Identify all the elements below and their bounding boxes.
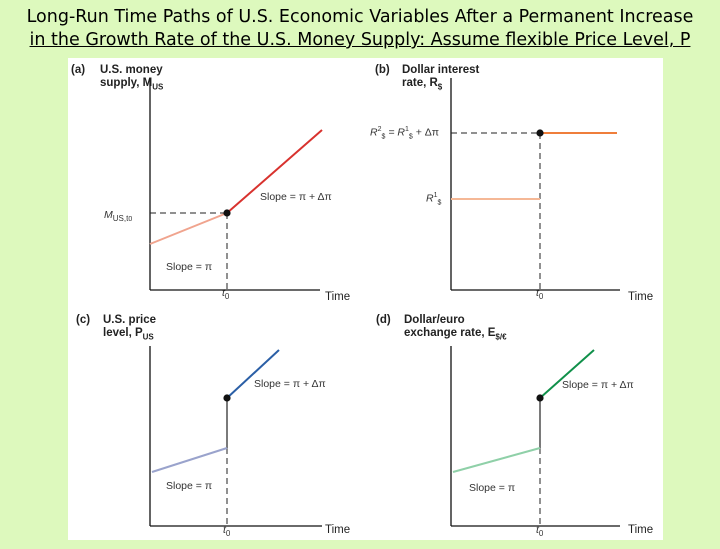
panel-c-t0: t0 <box>223 524 230 538</box>
panel-a-slope-after: Slope = π + Δπ <box>260 191 332 203</box>
panel-a-y-marker: MUS,t0 <box>104 209 132 223</box>
panel-c-title-text: level, P <box>103 327 143 339</box>
panel-a-t0-sub: 0 <box>224 292 230 302</box>
panel-b-plot <box>450 78 620 291</box>
panel-b-r2-plus: + Δπ <box>412 126 440 139</box>
panel-d-t0-sub: 0 <box>538 529 544 539</box>
panel-d-title-line-2: exchange rate, E$/€ <box>404 327 507 343</box>
panel-d-title-line-1: Dollar/euro <box>404 314 465 326</box>
panel-c-slope-after: Slope = π + Δπ <box>254 378 326 390</box>
panel-b-r2-sup: 2 <box>377 126 382 133</box>
panel-b-title-line-2: rate, R$ <box>402 77 479 93</box>
panel-a-path-after <box>226 129 323 214</box>
panel-c-plot <box>149 346 322 527</box>
panel-d-time-label: Time <box>628 524 654 536</box>
panel-a-tag: (a) <box>71 64 86 76</box>
panel-c-title-line-2: level, PUS <box>103 327 156 343</box>
figure: (a) U.S. money supply, MUS MUS,t0 Slope … <box>68 58 663 540</box>
panel-d-t0: t0 <box>536 524 543 538</box>
panel-b-r2-label: R2$ = R1$ + Δπ <box>370 126 439 141</box>
panel-a-title-text: supply, M <box>100 77 153 89</box>
panel-c: (c) U.S. price level, PUS Slope = π + Δπ… <box>68 308 365 549</box>
panel-c-t0-text: t <box>223 524 226 536</box>
panel-a-t0: t0 <box>222 287 229 301</box>
panel-c-path-after <box>226 349 280 399</box>
panel-a-title-sub: US <box>152 82 164 92</box>
panel-a-kink-point <box>223 209 231 217</box>
panel-d-title-sub: $/€ <box>495 332 507 342</box>
panel-a-time-label: Time <box>325 291 351 303</box>
panel-b-r2-eq-sup: 1 <box>404 126 409 133</box>
panel-b-title-text: rate, R <box>402 77 438 89</box>
panel-c-title-sub: US <box>142 332 154 342</box>
panel-b-title-line-1: Dollar interest <box>402 64 480 76</box>
panel-b: (b) Dollar interest rate, R$ R2$ = R1$ +… <box>366 58 663 303</box>
slide-title: Long-Run Time Paths of U.S. Economic Var… <box>0 6 720 52</box>
panel-a-title: U.S. money supply, MUS <box>100 64 163 93</box>
panel-c-tag: (c) <box>76 314 91 326</box>
panel-a-path-before <box>149 212 228 245</box>
panel-d-path-after <box>539 349 595 399</box>
panel-a-title-line-2: supply, MUS <box>100 77 163 93</box>
panel-d-title: Dollar/euro exchange rate, E$/€ <box>404 314 507 343</box>
panel-d-slope-after: Slope = π + Δπ <box>562 379 634 391</box>
panel-c-jump-point <box>223 394 231 402</box>
panel-a-t0-text: t <box>222 287 225 299</box>
panel-b-r2-eq-sub: $ <box>408 133 413 141</box>
panel-b-t0: t0 <box>536 287 543 301</box>
panel-b-r1-label: R1$ <box>426 192 441 207</box>
panel-b-t0-sub: 0 <box>538 292 544 302</box>
panel-b-r1-sub: $ <box>437 199 442 207</box>
panel-b-r1-sup: 1 <box>433 192 438 199</box>
panel-d-t0-text: t <box>536 524 539 536</box>
panel-d-title-text: exchange rate, E <box>404 327 496 339</box>
panel-b-r2-sub: $ <box>381 133 386 141</box>
slide-title-line-1: Long-Run Time Paths of U.S. Economic Var… <box>26 7 694 27</box>
panel-b-title: Dollar interest rate, R$ <box>402 64 479 93</box>
panel-c-slope-before: Slope = π <box>166 480 213 492</box>
panel-c-time-label: Time <box>325 524 351 536</box>
panel-d-slope-before: Slope = π <box>469 482 516 494</box>
panel-c-path-before <box>151 447 228 473</box>
panel-c-t0-sub: 0 <box>225 529 231 539</box>
panel-b-r2-eq: = R <box>385 126 405 139</box>
panel-b-jump-point <box>536 129 544 137</box>
panel-d: (d) Dollar/euro exchange rate, E$/€ Slop… <box>366 308 663 549</box>
panel-b-t0-text: t <box>536 287 539 299</box>
panel-b-time-label: Time <box>628 291 654 303</box>
panel-a-y-marker-text: M <box>104 209 113 221</box>
panel-d-plot <box>450 346 620 527</box>
panel-a-slope-before: Slope = π <box>166 261 213 273</box>
panel-b-r1-text: R <box>426 192 434 205</box>
panel-d-tag: (d) <box>376 314 391 326</box>
panel-a-title-line-1: U.S. money <box>100 64 163 76</box>
panel-b-tag: (b) <box>375 64 390 76</box>
slide-title-line-2: in the Growth Rate of the U.S. Money Sup… <box>29 30 691 50</box>
panel-c-title-line-1: U.S. price <box>103 314 157 326</box>
panel-b-title-sub: $ <box>437 82 443 92</box>
panel-c-title: U.S. price level, PUS <box>103 314 156 343</box>
panel-b-r2-text: R <box>370 126 378 139</box>
panel-a: (a) U.S. money supply, MUS MUS,t0 Slope … <box>68 58 365 303</box>
panel-a-plot <box>149 78 323 291</box>
panel-d-jump-point <box>536 394 544 402</box>
panel-a-y-marker-sub2: 0 <box>128 216 133 224</box>
panel-a-y-marker-sub: US,t <box>112 214 129 224</box>
panel-d-path-before <box>452 447 541 473</box>
